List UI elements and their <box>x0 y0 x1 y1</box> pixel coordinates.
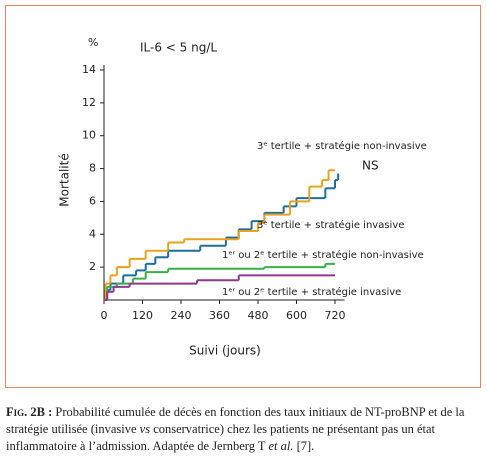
annotation: IL-6 < 5 ng/L <box>140 41 217 55</box>
y-tick-label: 8 <box>89 162 96 175</box>
x-tick-label: 240 <box>170 309 191 322</box>
series-label: 3ᵉ tertile + stratégie non-invasive <box>257 140 427 152</box>
y-unit: % <box>88 36 98 49</box>
x-tick-label: 600 <box>286 309 307 322</box>
y-tick-label: 4 <box>89 227 96 240</box>
y-tick-label: 10 <box>82 129 96 142</box>
series-label: 1ᵉʳ ou 2ᵉ tertile + stratégie non-invasi… <box>222 249 424 261</box>
caption-text: et al. <box>268 439 294 453</box>
x-tick-label: 720 <box>324 309 345 322</box>
x-tick-label: 480 <box>247 309 268 322</box>
caption-text: conservatrice) chez les patients ne prés… <box>6 422 436 453</box>
x-tick-label: 0 <box>101 309 108 322</box>
y-tick-label: 12 <box>82 96 96 109</box>
y-tick-label: 14 <box>82 63 96 76</box>
caption: Fig. 2B : Probabilité cumulée de décès e… <box>6 404 482 455</box>
x-axis-label: Suivi (jours) <box>189 344 261 358</box>
chart: % IL-6 < 5 ng/L NS Mortalité Suivi (jour… <box>58 36 427 358</box>
caption-label: Fig. 2B : <box>6 405 53 419</box>
annotation: NS <box>362 159 379 173</box>
series-label: 3ᵉ tertile + stratégie invasive <box>257 219 404 231</box>
caption-text: vs <box>139 422 151 436</box>
x-tick-label: 360 <box>209 309 230 322</box>
series-label: 1ᵉʳ ou 2ᵉ tertile + stratégie invasive <box>222 286 401 298</box>
caption-text: Probabilité cumulée de décès en fonction… <box>6 405 465 436</box>
x-tick-label: 120 <box>132 309 153 322</box>
y-tick-label: 6 <box>89 194 96 207</box>
y-tick-label: 2 <box>89 260 96 273</box>
y-axis-label: Mortalité <box>58 153 72 206</box>
figure-frame <box>5 5 481 388</box>
caption-text: [7]. <box>293 439 315 453</box>
